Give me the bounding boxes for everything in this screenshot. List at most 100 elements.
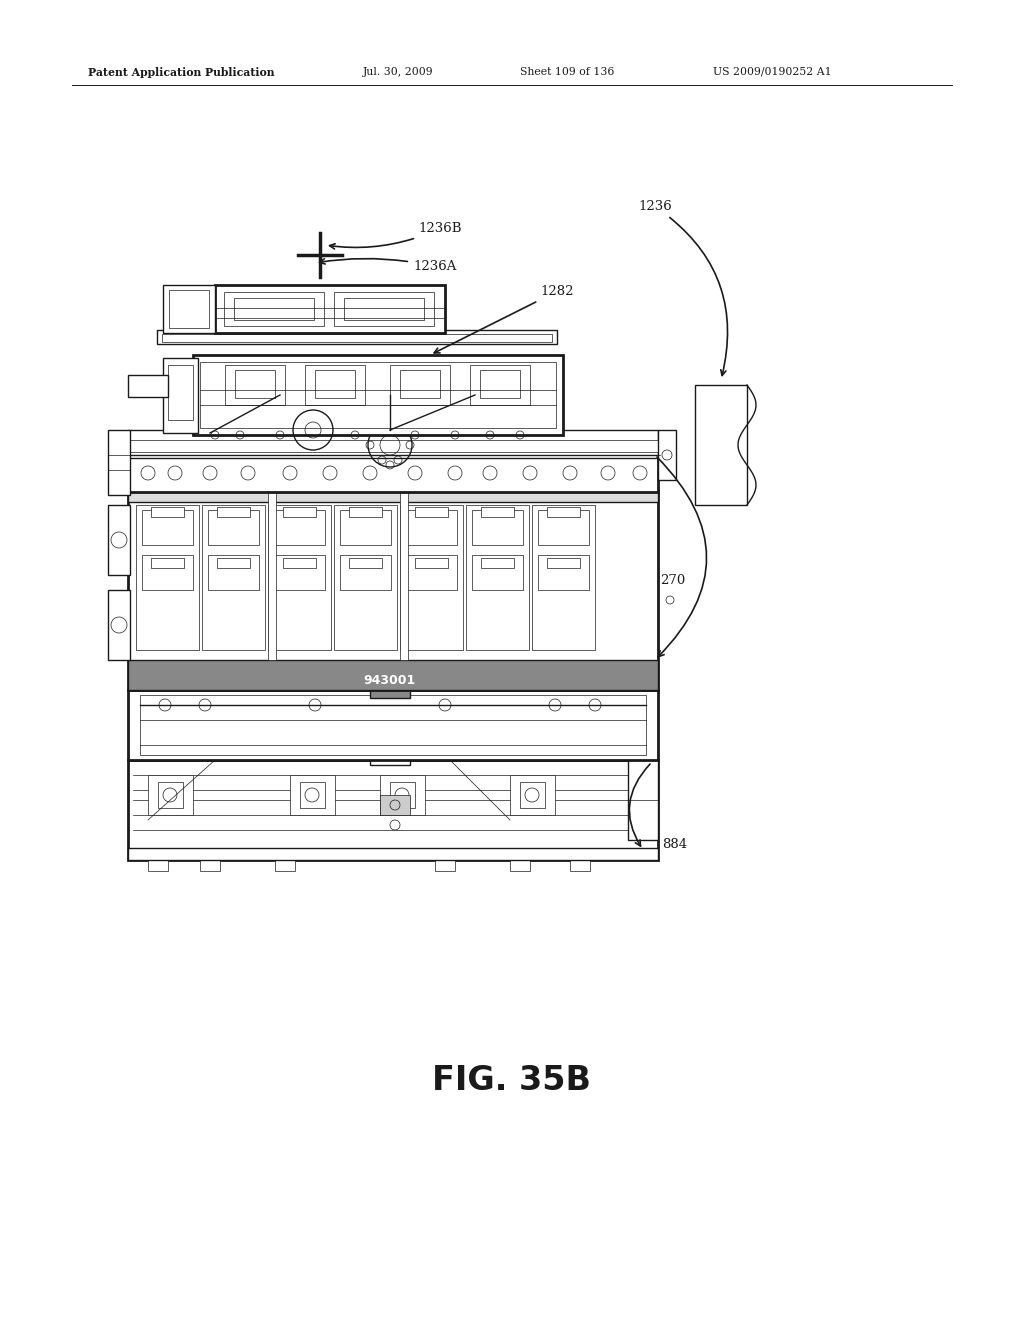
Text: FIG. 35B: FIG. 35B bbox=[432, 1064, 592, 1097]
FancyArrowPatch shape bbox=[657, 457, 707, 656]
Bar bbox=[538, 510, 589, 545]
Bar bbox=[234, 298, 314, 319]
Bar bbox=[390, 366, 450, 405]
Bar bbox=[274, 554, 325, 590]
Bar bbox=[140, 696, 646, 755]
Bar bbox=[334, 506, 397, 649]
Bar bbox=[108, 506, 130, 576]
Bar bbox=[415, 507, 449, 517]
Bar bbox=[151, 507, 184, 517]
Text: 1236B: 1236B bbox=[330, 222, 462, 249]
Bar bbox=[390, 781, 415, 808]
Bar bbox=[128, 440, 658, 451]
Bar bbox=[334, 292, 434, 326]
Text: Sheet 109 of 136: Sheet 109 of 136 bbox=[520, 67, 614, 77]
Bar bbox=[128, 660, 658, 690]
Bar bbox=[380, 795, 410, 814]
Bar bbox=[695, 385, 746, 506]
Bar bbox=[268, 490, 276, 660]
Bar bbox=[349, 507, 382, 517]
Bar bbox=[400, 370, 440, 399]
Bar bbox=[349, 558, 382, 568]
Bar bbox=[538, 554, 589, 590]
Bar bbox=[169, 290, 209, 327]
Bar bbox=[168, 366, 193, 420]
Bar bbox=[148, 855, 168, 871]
Text: 884: 884 bbox=[662, 838, 687, 851]
Bar bbox=[380, 775, 425, 814]
Bar bbox=[202, 506, 265, 649]
Bar bbox=[128, 490, 658, 690]
Bar bbox=[406, 510, 457, 545]
Bar bbox=[208, 554, 259, 590]
Text: Jul. 30, 2009: Jul. 30, 2009 bbox=[362, 67, 433, 77]
Bar bbox=[224, 292, 324, 326]
Bar bbox=[136, 506, 199, 649]
Bar bbox=[520, 781, 545, 808]
Bar bbox=[275, 855, 295, 871]
Bar bbox=[570, 855, 590, 871]
Bar bbox=[128, 847, 658, 861]
Bar bbox=[234, 370, 275, 399]
Bar bbox=[300, 781, 325, 808]
Bar bbox=[200, 362, 556, 428]
Bar bbox=[470, 366, 530, 405]
Bar bbox=[340, 554, 391, 590]
Bar bbox=[415, 558, 449, 568]
Text: 943001: 943001 bbox=[364, 673, 416, 686]
Text: 1236: 1236 bbox=[638, 201, 728, 375]
Bar bbox=[406, 554, 457, 590]
Bar bbox=[163, 285, 215, 333]
Bar bbox=[268, 506, 331, 649]
Bar bbox=[472, 554, 523, 590]
Bar bbox=[128, 690, 658, 760]
Bar bbox=[128, 375, 168, 397]
Text: 1282: 1282 bbox=[434, 285, 573, 352]
Bar bbox=[215, 285, 445, 333]
Bar bbox=[380, 744, 400, 760]
Bar bbox=[510, 855, 530, 871]
Bar bbox=[510, 775, 555, 814]
Bar bbox=[472, 510, 523, 545]
Bar bbox=[370, 688, 410, 698]
Bar bbox=[340, 510, 391, 545]
Bar bbox=[193, 355, 563, 436]
Bar bbox=[305, 366, 365, 405]
Bar bbox=[148, 775, 193, 814]
Bar bbox=[200, 855, 220, 871]
Bar bbox=[481, 558, 514, 568]
Bar bbox=[162, 334, 552, 342]
Bar bbox=[658, 430, 676, 480]
Bar bbox=[628, 760, 658, 840]
Bar bbox=[142, 554, 193, 590]
Bar bbox=[283, 558, 316, 568]
Bar bbox=[128, 430, 658, 455]
Bar bbox=[217, 558, 250, 568]
Bar bbox=[151, 558, 184, 568]
Bar bbox=[157, 330, 557, 345]
Bar bbox=[217, 507, 250, 517]
Bar bbox=[480, 370, 520, 399]
Bar bbox=[400, 490, 408, 660]
Bar bbox=[375, 671, 406, 690]
Bar bbox=[163, 358, 198, 433]
Bar bbox=[108, 590, 130, 660]
FancyArrowPatch shape bbox=[630, 764, 650, 846]
Bar bbox=[208, 510, 259, 545]
Bar bbox=[547, 507, 580, 517]
Bar bbox=[108, 430, 130, 495]
Bar bbox=[532, 506, 595, 649]
Bar bbox=[283, 507, 316, 517]
Bar bbox=[128, 490, 658, 502]
Bar bbox=[547, 558, 580, 568]
Bar bbox=[466, 506, 529, 649]
Text: 1236A: 1236A bbox=[319, 259, 457, 273]
Bar bbox=[400, 506, 463, 649]
Bar bbox=[344, 298, 424, 319]
Text: 270: 270 bbox=[660, 573, 685, 586]
Bar bbox=[274, 510, 325, 545]
Bar bbox=[435, 855, 455, 871]
Bar bbox=[158, 781, 183, 808]
Bar bbox=[370, 741, 410, 766]
Bar bbox=[142, 510, 193, 545]
